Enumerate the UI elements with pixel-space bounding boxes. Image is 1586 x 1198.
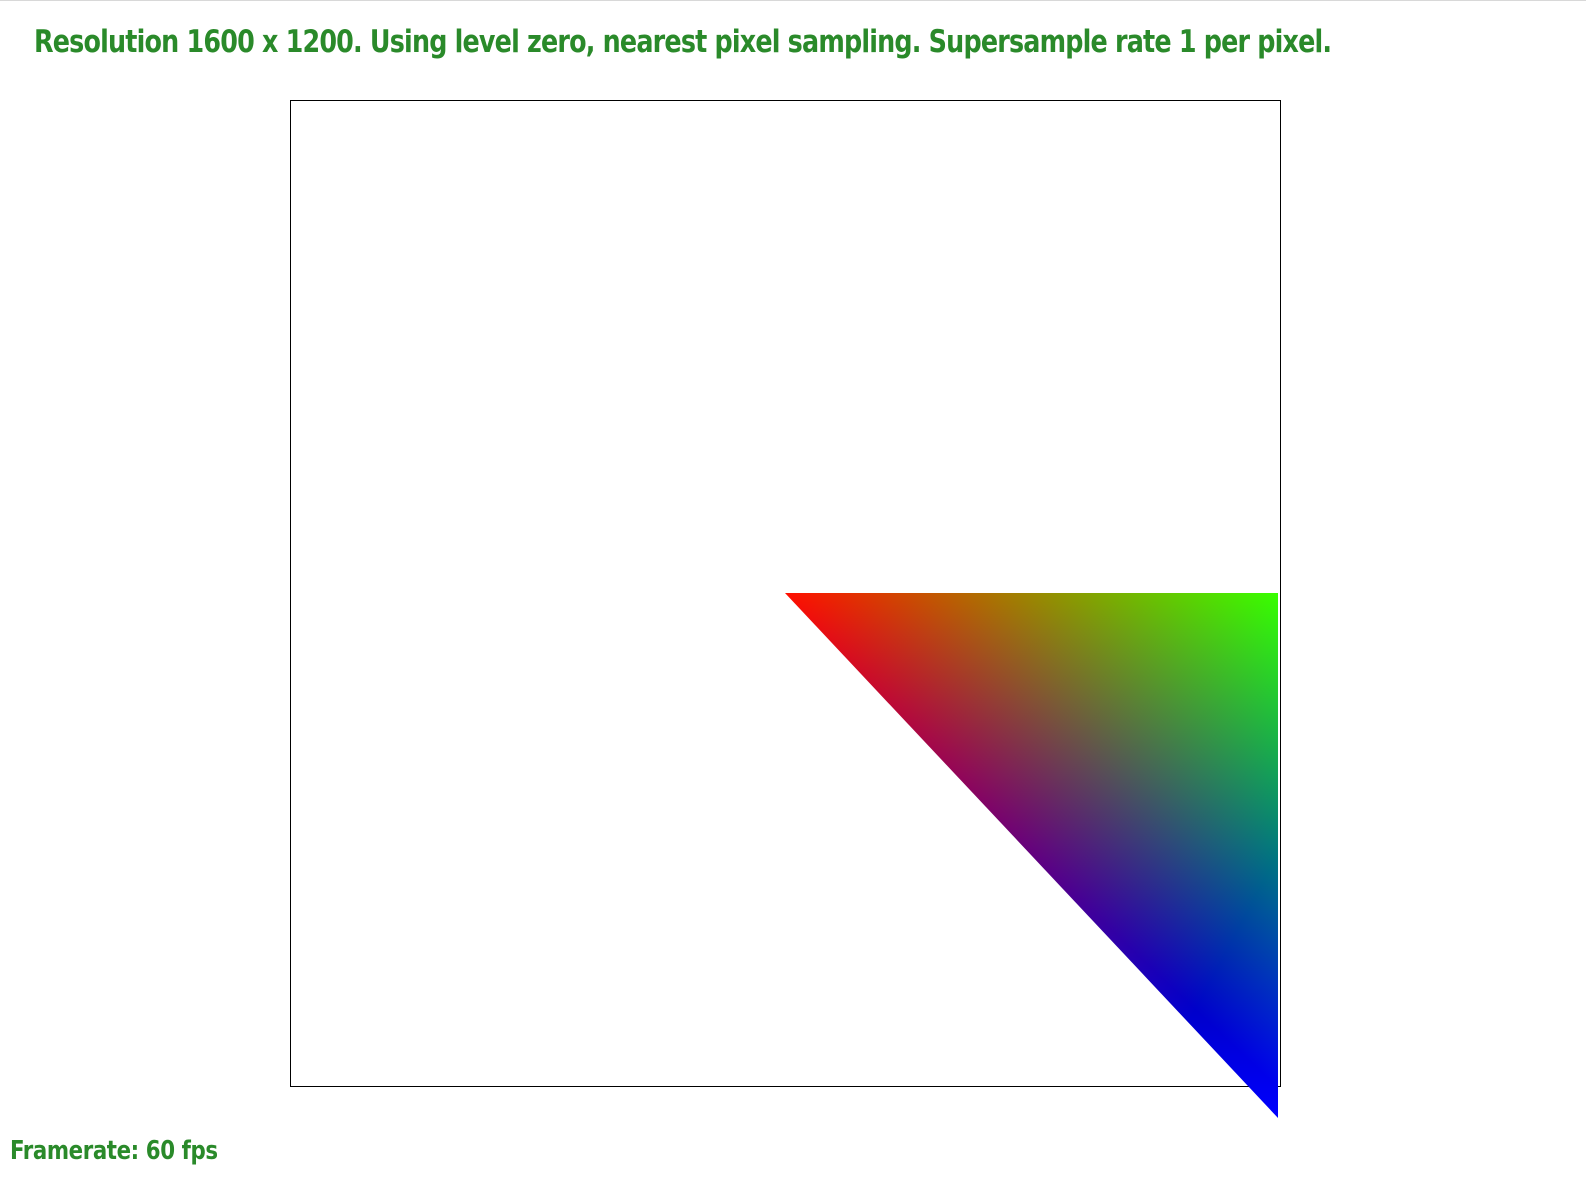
viewport-frame — [290, 100, 1281, 1087]
shaded-triangle — [785, 593, 1278, 1118]
render-status-text: Resolution 1600 x 1200. Using level zero… — [34, 24, 1332, 60]
window-top-edge — [0, 0, 1586, 1]
framerate-text: Framerate: 60 fps — [10, 1136, 218, 1166]
